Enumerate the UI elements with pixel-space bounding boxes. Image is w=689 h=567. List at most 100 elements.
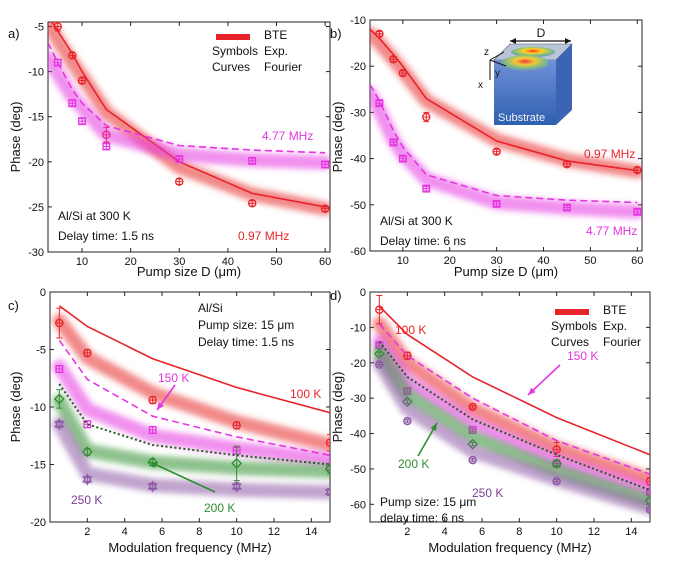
x-tick-label: 2	[84, 526, 90, 538]
y-tick-label: -5	[34, 22, 44, 34]
exp-point	[232, 421, 241, 430]
exp-point	[563, 203, 571, 212]
series-label: 100 K	[290, 387, 321, 401]
inset-schematic: Dzy x Substrate	[478, 26, 573, 125]
exp-point	[403, 416, 412, 426]
exp-point	[389, 138, 398, 147]
y-axis-label: Phase (deg)	[330, 372, 345, 443]
y-tick-label: -20	[350, 358, 366, 370]
series-label: 250 K	[472, 486, 503, 500]
inset-label-y: y	[495, 68, 500, 79]
plot-frame	[47, 21, 331, 253]
x-tick-label: 10	[551, 526, 563, 538]
exp-point	[468, 455, 477, 465]
exp-point	[645, 505, 650, 514]
exp-point	[389, 55, 398, 64]
exp-point	[552, 477, 561, 486]
exp-point	[83, 420, 92, 429]
legend-bte-label: BTE	[264, 28, 287, 42]
y-tick-label: -10	[350, 15, 366, 27]
exp-point	[645, 477, 650, 486]
exp-point	[77, 76, 87, 85]
y-tick-label: -40	[350, 154, 366, 166]
x-tick-label: 4	[122, 526, 128, 538]
exp-point	[633, 207, 642, 216]
x-tick-label: 50	[270, 256, 282, 268]
fourier-curve-150-K	[58, 339, 330, 457]
legend-exp: Exp.	[603, 319, 627, 333]
x-tick-label: 10	[76, 256, 88, 268]
x-tick-label: 10	[397, 255, 409, 267]
exp-point	[231, 480, 243, 493]
exp-point	[492, 199, 501, 208]
fourier-curve-0.97-MHz	[370, 28, 638, 172]
inset-heat-spot	[511, 47, 555, 57]
inset-d-arrowhead	[510, 38, 516, 44]
exp-point	[53, 417, 65, 431]
y-tick-label: -30	[28, 247, 44, 259]
panel-label: a)	[8, 26, 20, 41]
annotation-text: Al/Si at 300 K	[58, 209, 131, 223]
panel-label: c)	[8, 298, 19, 313]
fourier-curve-200-K	[378, 340, 650, 492]
exp-point	[55, 365, 64, 373]
exp-point	[375, 29, 384, 39]
legend-bte-label: BTE	[603, 303, 626, 317]
series-label: 200 K	[398, 457, 429, 471]
fourier-curve-0.97-MHz	[51, 22, 326, 208]
annotation-text: delay time: 6 ns	[380, 511, 464, 525]
bte-band-150-K	[52, 359, 330, 467]
x-tick-label: 12	[588, 526, 600, 538]
exp-point	[646, 487, 650, 496]
exp-point	[102, 142, 111, 151]
exp-point	[468, 402, 477, 412]
exp-point	[398, 154, 407, 163]
y-tick-label: -50	[350, 200, 366, 212]
y-axis-label: Phase (deg)	[8, 372, 23, 443]
x-tick-label: 6	[479, 526, 485, 538]
annotation-text: Delay time: 1.5 ns	[58, 229, 154, 243]
x-tick-label: 30	[173, 256, 185, 268]
legend-bte-swatch	[555, 309, 589, 315]
annotation-arrowhead	[430, 423, 437, 431]
inset-label-d: D	[537, 26, 546, 40]
annotation-text: Pump size: 15 μm	[198, 318, 294, 332]
x-tick-label: 30	[490, 255, 502, 267]
inset-y-axis	[489, 59, 507, 67]
y-tick-label: -40	[350, 429, 366, 441]
panel-a: 10 20 30 40 50 60 -5 -10 -15 -20 -25 -30 a) Pump size…	[8, 21, 331, 279]
exp-point	[81, 446, 93, 458]
inset-label-z: z	[484, 47, 489, 58]
y-tick-label: -10	[28, 67, 44, 79]
x-tick-label: 10	[231, 526, 243, 538]
x-tick-label: 14	[305, 526, 317, 538]
annotation-arrowhead	[157, 402, 164, 410]
y-tick-label: -50	[350, 464, 366, 476]
y-tick-label: -25	[28, 202, 44, 214]
x-axis-label: Pump size D (μm)	[137, 264, 241, 279]
legend-curves: Curves	[212, 60, 250, 74]
y-tick-label: -10	[350, 322, 366, 334]
exp-point	[247, 199, 257, 208]
y-tick-label: -60	[350, 499, 366, 511]
x-tick-label: 6	[159, 526, 165, 538]
legend-fourier: Fourier	[264, 60, 302, 74]
exp-point	[68, 51, 77, 60]
x-axis-label: Modulation frequency (MHz)	[428, 540, 591, 555]
panel-b: 10 20 30 40 50 60 -10 -20 -30 -40 -50 -60 b) Pump siz…	[330, 15, 643, 279]
y-tick-label: -20	[350, 61, 366, 73]
exp-point	[562, 159, 572, 169]
x-tick-label: 8	[196, 526, 202, 538]
series-label: 4.77 MHz	[262, 129, 313, 143]
exp-point	[398, 68, 408, 78]
exp-point	[403, 351, 412, 360]
x-tick-label: 4	[442, 526, 448, 538]
x-tick-label: 40	[537, 255, 549, 267]
x-tick-label: 60	[631, 255, 643, 267]
series-label: 100 K	[395, 323, 426, 337]
exp-point	[492, 147, 501, 156]
exp-point	[148, 395, 157, 405]
exp-point	[53, 22, 62, 31]
series-label: 200 K	[204, 501, 235, 515]
exp-point	[375, 305, 384, 314]
